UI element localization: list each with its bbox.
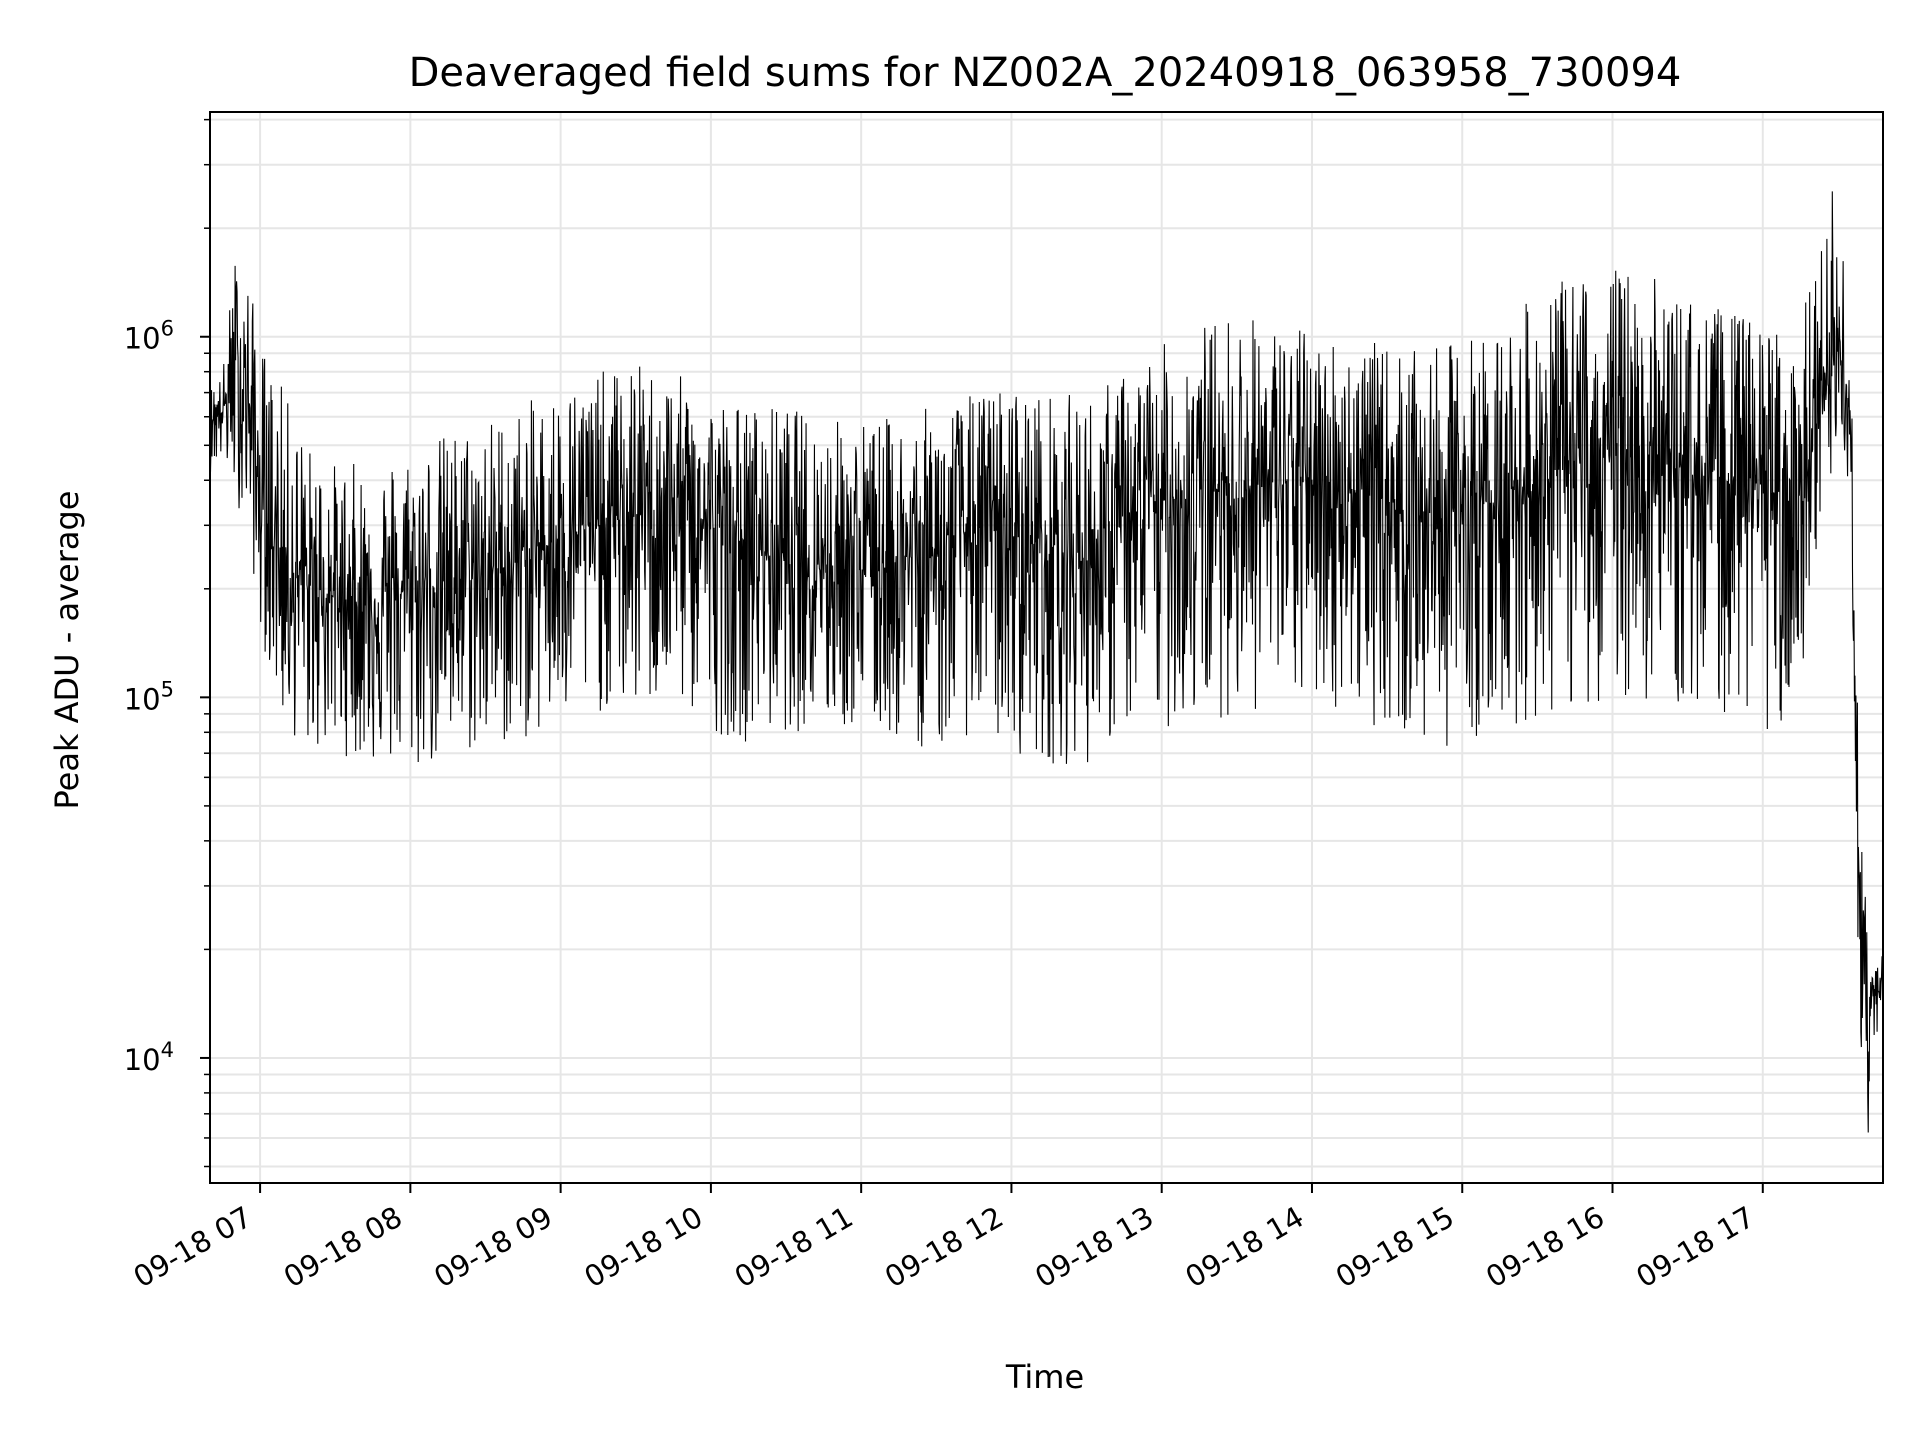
x-axis-label: Time (1005, 1358, 1084, 1396)
y-axis-label: Peak ADU - average (48, 491, 86, 810)
x-tick-label: 09-18 11 (729, 1200, 859, 1295)
y-tick-label: 105 (124, 677, 174, 716)
x-tick-label: 09-18 14 (1180, 1200, 1310, 1295)
x-tick-label: 09-18 13 (1029, 1200, 1159, 1295)
x-tick-label: 09-18 07 (128, 1200, 258, 1295)
y-tick-label: 104 (124, 1038, 174, 1077)
grid (210, 112, 1883, 1183)
x-tick-label: 09-18 16 (1480, 1200, 1610, 1295)
chart-title: Deaveraged field sums for NZ002A_2024091… (409, 50, 1682, 96)
x-tick-label: 09-18 08 (278, 1200, 408, 1295)
x-tick-label: 09-18 12 (879, 1200, 1009, 1295)
x-tick-label: 09-18 17 (1630, 1200, 1760, 1295)
y-tick-label: 106 (124, 317, 174, 356)
axes-frame (209, 111, 1884, 1184)
series-line (209, 191, 1884, 1133)
x-tick-label: 09-18 10 (578, 1200, 708, 1295)
plot-area (209, 191, 1884, 1133)
x-tick-label: 09-18 15 (1330, 1200, 1460, 1295)
x-tick-label: 09-18 09 (428, 1200, 558, 1295)
